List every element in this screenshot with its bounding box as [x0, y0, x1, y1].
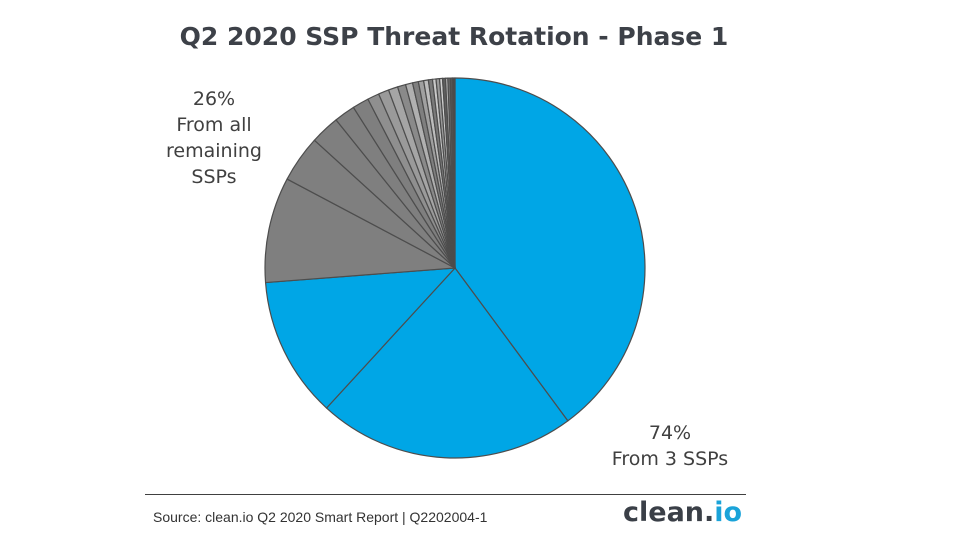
pie-slice-top3-1 — [454, 77, 646, 422]
pie-slice-rest-25 — [452, 77, 456, 269]
footer-divider — [145, 494, 746, 495]
pie-slice-rest-4 — [264, 178, 456, 284]
logo-main-text: clean. — [623, 497, 715, 528]
source-note: Source: clean.io Q2 2020 Smart Report | … — [153, 509, 488, 525]
annotation-rest-line4: SSPs — [191, 166, 237, 188]
clean-io-logo: clean.io — [623, 497, 742, 528]
annotation-rest-percent: 26% — [192, 88, 236, 110]
logo-accent-text: io — [714, 497, 743, 528]
annotation-rest-line3: remaining — [166, 140, 262, 162]
chart-title: Q2 2020 SSP Threat Rotation - Phase 1 — [179, 22, 729, 51]
pie-slice-top3-3 — [264, 267, 456, 409]
annotation-top3-ssps: 74% From 3 SSPs — [595, 420, 745, 472]
annotation-top3-percent: 74% — [648, 422, 692, 444]
annotation-remaining-ssps: 26% From all remaining SSPs — [148, 86, 280, 190]
annotation-rest-line2: From all — [176, 114, 252, 136]
annotation-top3-line2: From 3 SSPs — [611, 448, 729, 470]
pie-slice-top3-2 — [325, 267, 569, 459]
